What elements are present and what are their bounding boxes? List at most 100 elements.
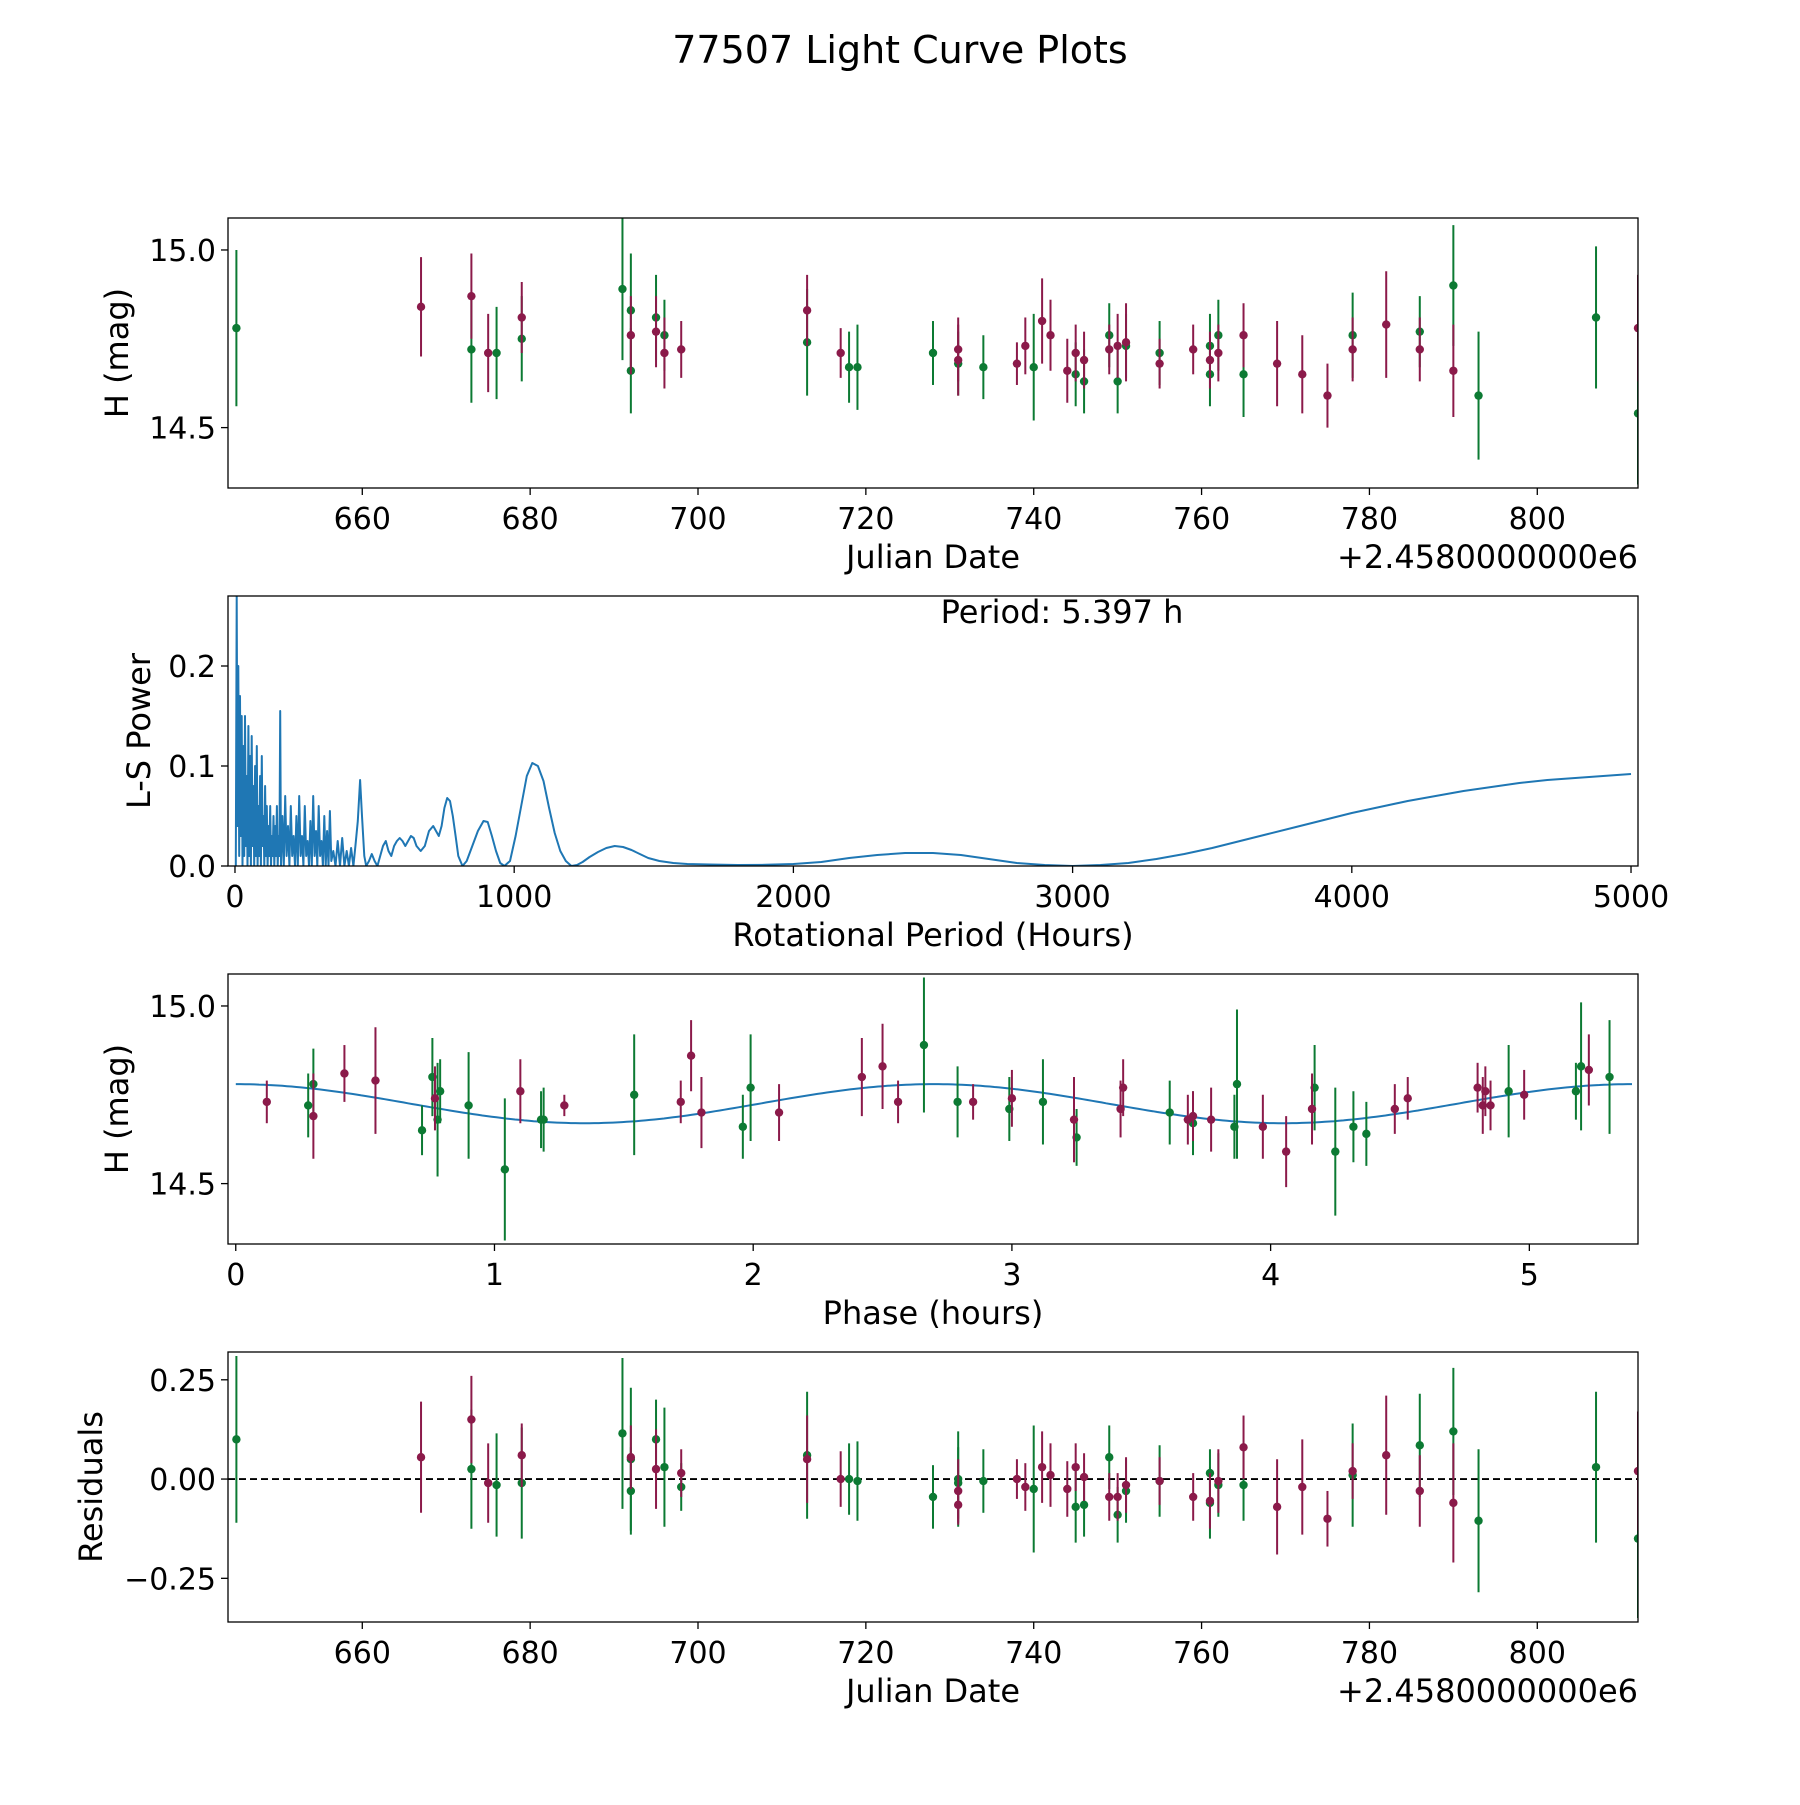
point-marker [626, 331, 636, 340]
plot-area [232, 218, 1638, 485]
data-point-red [1121, 303, 1131, 382]
data-point-red [1021, 317, 1030, 375]
point-marker [1323, 1514, 1332, 1523]
point-marker [1105, 1453, 1114, 1462]
x-offset-text: +2.4580000000e6 [1337, 1672, 1638, 1710]
point-marker [1205, 355, 1215, 365]
plot-area [234, 596, 1632, 866]
data-point-red [1415, 1455, 1424, 1527]
point-marker [618, 1429, 627, 1438]
data-point-red [1298, 335, 1307, 414]
x-tick-label: 3000 [1034, 880, 1110, 915]
data-point-red [697, 1077, 706, 1149]
data-point-red [802, 274, 812, 346]
point-marker [629, 1090, 639, 1099]
point-marker [560, 1101, 569, 1110]
point-marker [492, 1480, 501, 1490]
data-point-red [1298, 1439, 1307, 1535]
point-marker [500, 1165, 510, 1174]
data-point-red [371, 1027, 380, 1134]
data-point-green [1504, 1045, 1513, 1138]
point-marker [919, 1040, 929, 1050]
data-point-red [651, 1429, 661, 1509]
point-marker [1046, 331, 1055, 340]
data-point-green [492, 1433, 501, 1537]
point-marker [304, 1101, 313, 1110]
data-point-red [677, 1449, 686, 1497]
point-marker [516, 1087, 525, 1096]
point-marker [1012, 359, 1022, 368]
point-marker [1591, 1462, 1601, 1472]
point-marker [844, 1474, 854, 1484]
data-point-red [857, 1037, 867, 1117]
y-axis-label: H (mag) [98, 288, 136, 418]
data-point-green [953, 1066, 962, 1138]
data-point-green [618, 1357, 627, 1509]
point-marker [1382, 1451, 1391, 1460]
data-point-red [416, 1401, 426, 1513]
y-tick-label: 0.25 [149, 1364, 216, 1399]
x-axis-label: Phase (hours) [823, 1294, 1044, 1332]
x-tick-label: 1000 [476, 880, 552, 915]
point-marker [618, 284, 627, 294]
point-marker [1038, 1097, 1048, 1107]
data-point-green [618, 218, 627, 361]
point-marker [1155, 359, 1164, 368]
point-marker [1473, 1083, 1482, 1092]
data-point-red [774, 1084, 784, 1141]
point-marker [836, 348, 845, 358]
point-marker [626, 1486, 636, 1496]
point-marker [1079, 1500, 1089, 1510]
data-point-red [677, 321, 686, 378]
point-marker [371, 1076, 380, 1085]
data-point-red [1188, 1473, 1198, 1521]
point-marker [467, 345, 476, 354]
data-point-green [853, 324, 862, 410]
data-point-green [492, 306, 501, 400]
point-marker [1415, 1486, 1424, 1496]
point-marker [1113, 1492, 1122, 1502]
x-tick-label: 0 [226, 1258, 245, 1293]
data-point-red [1188, 1091, 1198, 1141]
data-point-red [1206, 1087, 1216, 1152]
point-marker [309, 1111, 318, 1121]
data-point-red [1118, 1059, 1128, 1117]
data-point-red [560, 1094, 569, 1117]
data-point-green [853, 1441, 862, 1521]
data-point-red [416, 257, 426, 357]
x-tick-label: 0 [225, 880, 244, 915]
point-marker [893, 1097, 903, 1107]
data-point-red [467, 1375, 476, 1464]
data-point-green [979, 1449, 988, 1513]
x-axis-label: Rotational Period (Hours) [732, 916, 1133, 954]
point-marker [979, 363, 988, 372]
data-point-green [1633, 1459, 1638, 1619]
point-marker [1298, 1482, 1307, 1492]
data-point-red [1449, 324, 1458, 417]
data-point-red [1046, 299, 1055, 371]
model-fit-line [235, 1083, 1632, 1125]
data-point-green [232, 249, 241, 407]
axes-frame [227, 595, 1639, 867]
point-marker [416, 302, 426, 312]
point-marker [1362, 1129, 1371, 1139]
data-point-red [1323, 1490, 1332, 1547]
point-marker [1007, 1094, 1017, 1103]
data-point-red [1155, 1457, 1164, 1505]
data-point-red [309, 1073, 318, 1159]
data-point-green [919, 977, 929, 1113]
x-offset-text: +2.4580000000e6 [1337, 538, 1638, 576]
point-marker [1069, 1115, 1079, 1124]
x-tick-label: 760 [1173, 1636, 1230, 1671]
point-marker [1121, 338, 1131, 347]
point-marker [677, 345, 686, 354]
point-marker [1307, 1104, 1317, 1114]
x-tick-label: 5 [1520, 1258, 1539, 1293]
point-marker [1121, 1480, 1131, 1490]
data-point-red [1105, 1473, 1114, 1521]
data-point-red [1012, 1459, 1022, 1499]
point-marker [1165, 1108, 1174, 1117]
point-marker [844, 363, 854, 372]
data-point-green [928, 321, 938, 385]
